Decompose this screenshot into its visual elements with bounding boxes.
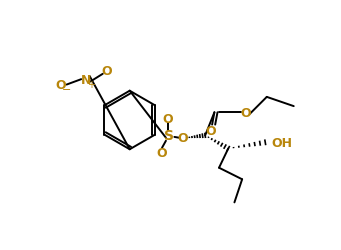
Text: +: + bbox=[87, 80, 95, 90]
Text: O: O bbox=[55, 79, 66, 92]
Text: O: O bbox=[240, 106, 251, 119]
Text: O: O bbox=[162, 112, 173, 126]
Text: O: O bbox=[101, 65, 112, 78]
Text: O: O bbox=[178, 132, 188, 144]
Text: O: O bbox=[156, 146, 167, 159]
Text: OH: OH bbox=[271, 136, 292, 149]
Text: S: S bbox=[164, 129, 174, 143]
Text: O: O bbox=[205, 125, 216, 138]
Text: N: N bbox=[80, 74, 91, 86]
Text: −: − bbox=[62, 85, 71, 95]
